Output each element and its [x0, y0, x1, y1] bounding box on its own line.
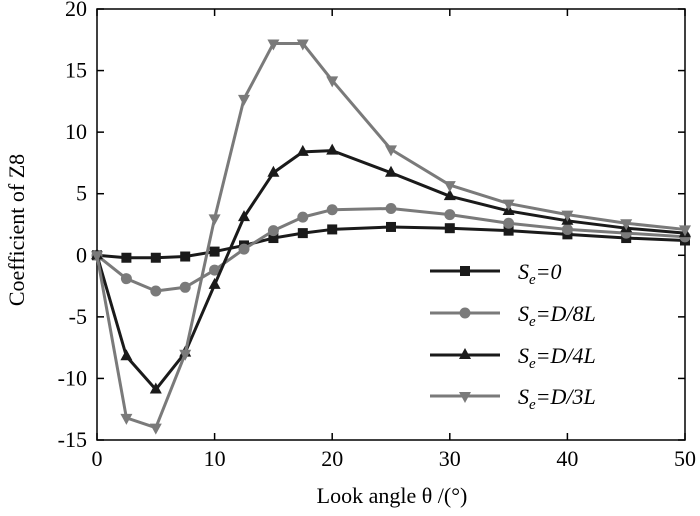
- y-tick-label: 5: [76, 181, 87, 206]
- series-2-point: [503, 217, 515, 229]
- y-tick-label: 10: [65, 119, 87, 144]
- series-1-point: [444, 223, 455, 234]
- series-4-point: [620, 219, 633, 231]
- x-tick-label: 40: [556, 446, 578, 471]
- series-4-point: [208, 214, 221, 226]
- series-2-line: [96, 206, 686, 293]
- series-2-point: [297, 211, 309, 223]
- series-3-point: [296, 144, 309, 156]
- series-2-point: [179, 281, 191, 293]
- series-2-point: [267, 225, 279, 237]
- series-3-point: [208, 277, 221, 289]
- series-1-point: [386, 221, 396, 232]
- legend-swatch-point: [459, 348, 471, 359]
- legend-swatch-point: [459, 392, 471, 403]
- series-layer: [91, 39, 691, 435]
- x-tick-label: 50: [674, 446, 696, 471]
- legend-label-rest: =0: [536, 259, 562, 284]
- series-4-point: [443, 181, 456, 193]
- series-2-point: [120, 273, 132, 285]
- series-4-point: [149, 423, 162, 435]
- series-4-point: [296, 39, 309, 51]
- series-2-point: [326, 204, 338, 216]
- legend-label-sub: e: [529, 272, 536, 288]
- series-1-point: [121, 252, 132, 263]
- series-2-point: [209, 264, 221, 276]
- series-1-point: [297, 228, 308, 239]
- series-2-point: [150, 285, 162, 297]
- series-2-point: [561, 223, 573, 235]
- legend-label: Se=D/4L: [518, 343, 596, 372]
- legend-label: Se=D/8L: [518, 301, 596, 330]
- series-3: [91, 143, 691, 394]
- legend-label-main: S: [518, 343, 529, 368]
- series-3-point: [443, 189, 456, 201]
- y-tick-label: 15: [65, 58, 87, 83]
- y-axis-label: Coefficient of Z8: [4, 154, 29, 306]
- series-1-point: [150, 252, 161, 263]
- y-tick-label: -5: [69, 304, 87, 329]
- series-1: [92, 221, 690, 263]
- legend-label-sub: e: [529, 314, 536, 330]
- legend-item-4: Se=D/3L: [430, 384, 596, 413]
- legend-item-2: Se=D/8L: [430, 301, 596, 330]
- legend-label-main: S: [518, 384, 529, 409]
- y-tick-label: -10: [58, 365, 87, 390]
- x-tick-label: 0: [92, 446, 103, 471]
- series-4-point: [326, 76, 339, 88]
- series-3-point: [267, 165, 280, 177]
- series-1-point: [268, 233, 279, 244]
- y-tick-label: 20: [65, 0, 87, 21]
- series-1-point: [327, 224, 338, 235]
- y-tick-label: -15: [58, 427, 87, 452]
- series-3-point: [326, 143, 339, 155]
- series-2-point: [238, 243, 250, 255]
- series-4: [91, 39, 691, 435]
- plot-frame: [96, 8, 686, 441]
- series-2: [91, 202, 691, 297]
- series-3-point: [149, 382, 162, 394]
- series-2-point: [385, 202, 397, 214]
- series-4-point: [561, 210, 574, 222]
- series-4-point: [679, 225, 691, 237]
- legend-label-rest: =D/4L: [536, 343, 596, 368]
- axes: [96, 8, 686, 441]
- x-axis-label: Look angle θ /(°): [317, 483, 468, 508]
- legend-label-rest: =D/8L: [536, 301, 596, 326]
- series-3-point: [385, 165, 397, 177]
- ticks: 0 10 20 30 40 50 -15 -10 -5 0 5 10 15 20: [58, 0, 696, 471]
- x-tick-label: 20: [321, 446, 343, 471]
- legend-label-sub: e: [529, 397, 536, 413]
- legend-label: Se=D/3L: [518, 384, 596, 413]
- legend-label-main: S: [518, 301, 529, 326]
- series-4-point: [120, 413, 133, 425]
- series-4-point: [502, 199, 515, 211]
- y-tick-label: 0: [76, 242, 87, 267]
- x-tick-label: 30: [439, 446, 461, 471]
- series-1-point: [180, 251, 191, 262]
- series-4-point: [91, 251, 103, 263]
- series-3-point: [120, 349, 133, 361]
- legend-label-main: S: [518, 259, 529, 284]
- series-4-point: [179, 349, 192, 361]
- series-4-point: [238, 94, 250, 106]
- series-4-point: [385, 145, 397, 157]
- legend-label-sub: e: [529, 356, 536, 372]
- legend-label-rest: =D/3L: [536, 384, 596, 409]
- legend-item-3: Se=D/4L: [430, 343, 596, 372]
- series-4-point: [267, 39, 280, 51]
- legend-label: Se=0: [518, 259, 562, 288]
- legend-swatch-point: [459, 307, 471, 319]
- series-3-point: [238, 210, 250, 222]
- x-tick-label: 10: [204, 446, 226, 471]
- series-1-point: [503, 225, 514, 236]
- series-2-point: [444, 209, 456, 221]
- legend-item-1: Se=0: [430, 259, 562, 288]
- series-1-point: [209, 246, 220, 257]
- legend-swatch-point: [460, 266, 470, 276]
